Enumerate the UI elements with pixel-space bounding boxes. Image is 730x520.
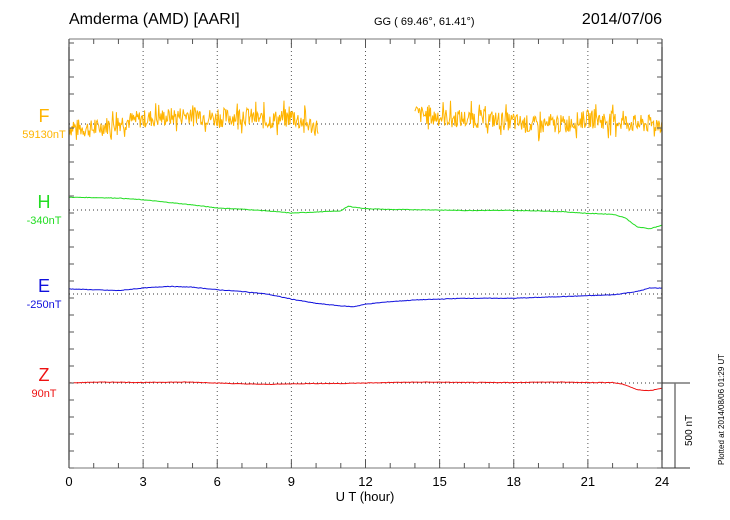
chart-title: Amderma (AMD) [AARI] xyxy=(69,11,240,28)
x-tick-label: 24 xyxy=(655,474,669,489)
series-group xyxy=(68,100,663,392)
x-tick-label: 3 xyxy=(140,474,147,489)
component-label-Z: Z xyxy=(39,365,50,385)
scale-bar-label: 500 nT xyxy=(684,415,695,446)
baseline-value-Z: 90nT xyxy=(31,388,56,400)
component-label-H: H xyxy=(38,192,51,212)
component-label-F: F xyxy=(39,106,50,126)
x-tick-label: 9 xyxy=(288,474,295,489)
scale-bar: 500 nT xyxy=(662,382,695,469)
baseline-value-H: -340nT xyxy=(27,215,62,227)
station-coordinates: GG ( 69.46°, 61.41°) xyxy=(374,16,475,28)
x-axis-label: U T (hour) xyxy=(336,489,395,504)
x-tick-label: 15 xyxy=(432,474,446,489)
component-labels: F 59130nT H -340nT E -250nT Z 90nT xyxy=(22,106,66,400)
axes: 0 3 6 9 12 15 18 21 24 xyxy=(65,38,669,489)
component-label-E: E xyxy=(38,276,50,296)
chart-date: 2014/07/06 xyxy=(582,11,662,28)
series-line-E xyxy=(69,285,663,308)
series-line-F xyxy=(68,100,319,140)
x-tick-label: 21 xyxy=(581,474,595,489)
series-line-H xyxy=(68,196,663,230)
plotted-timestamp: Plotted at 2014/08/06 01:29 UT xyxy=(717,354,726,465)
baseline-value-E: -250nT xyxy=(27,299,62,311)
x-tick-label: 18 xyxy=(507,474,521,489)
x-tick-label: 6 xyxy=(214,474,221,489)
x-tick-label: 12 xyxy=(358,474,372,489)
series-line-F xyxy=(414,100,663,142)
baseline-value-F: 59130nT xyxy=(22,129,66,141)
series-line-Z xyxy=(68,381,663,392)
grid xyxy=(69,39,662,468)
x-tick-label: 0 xyxy=(65,474,72,489)
